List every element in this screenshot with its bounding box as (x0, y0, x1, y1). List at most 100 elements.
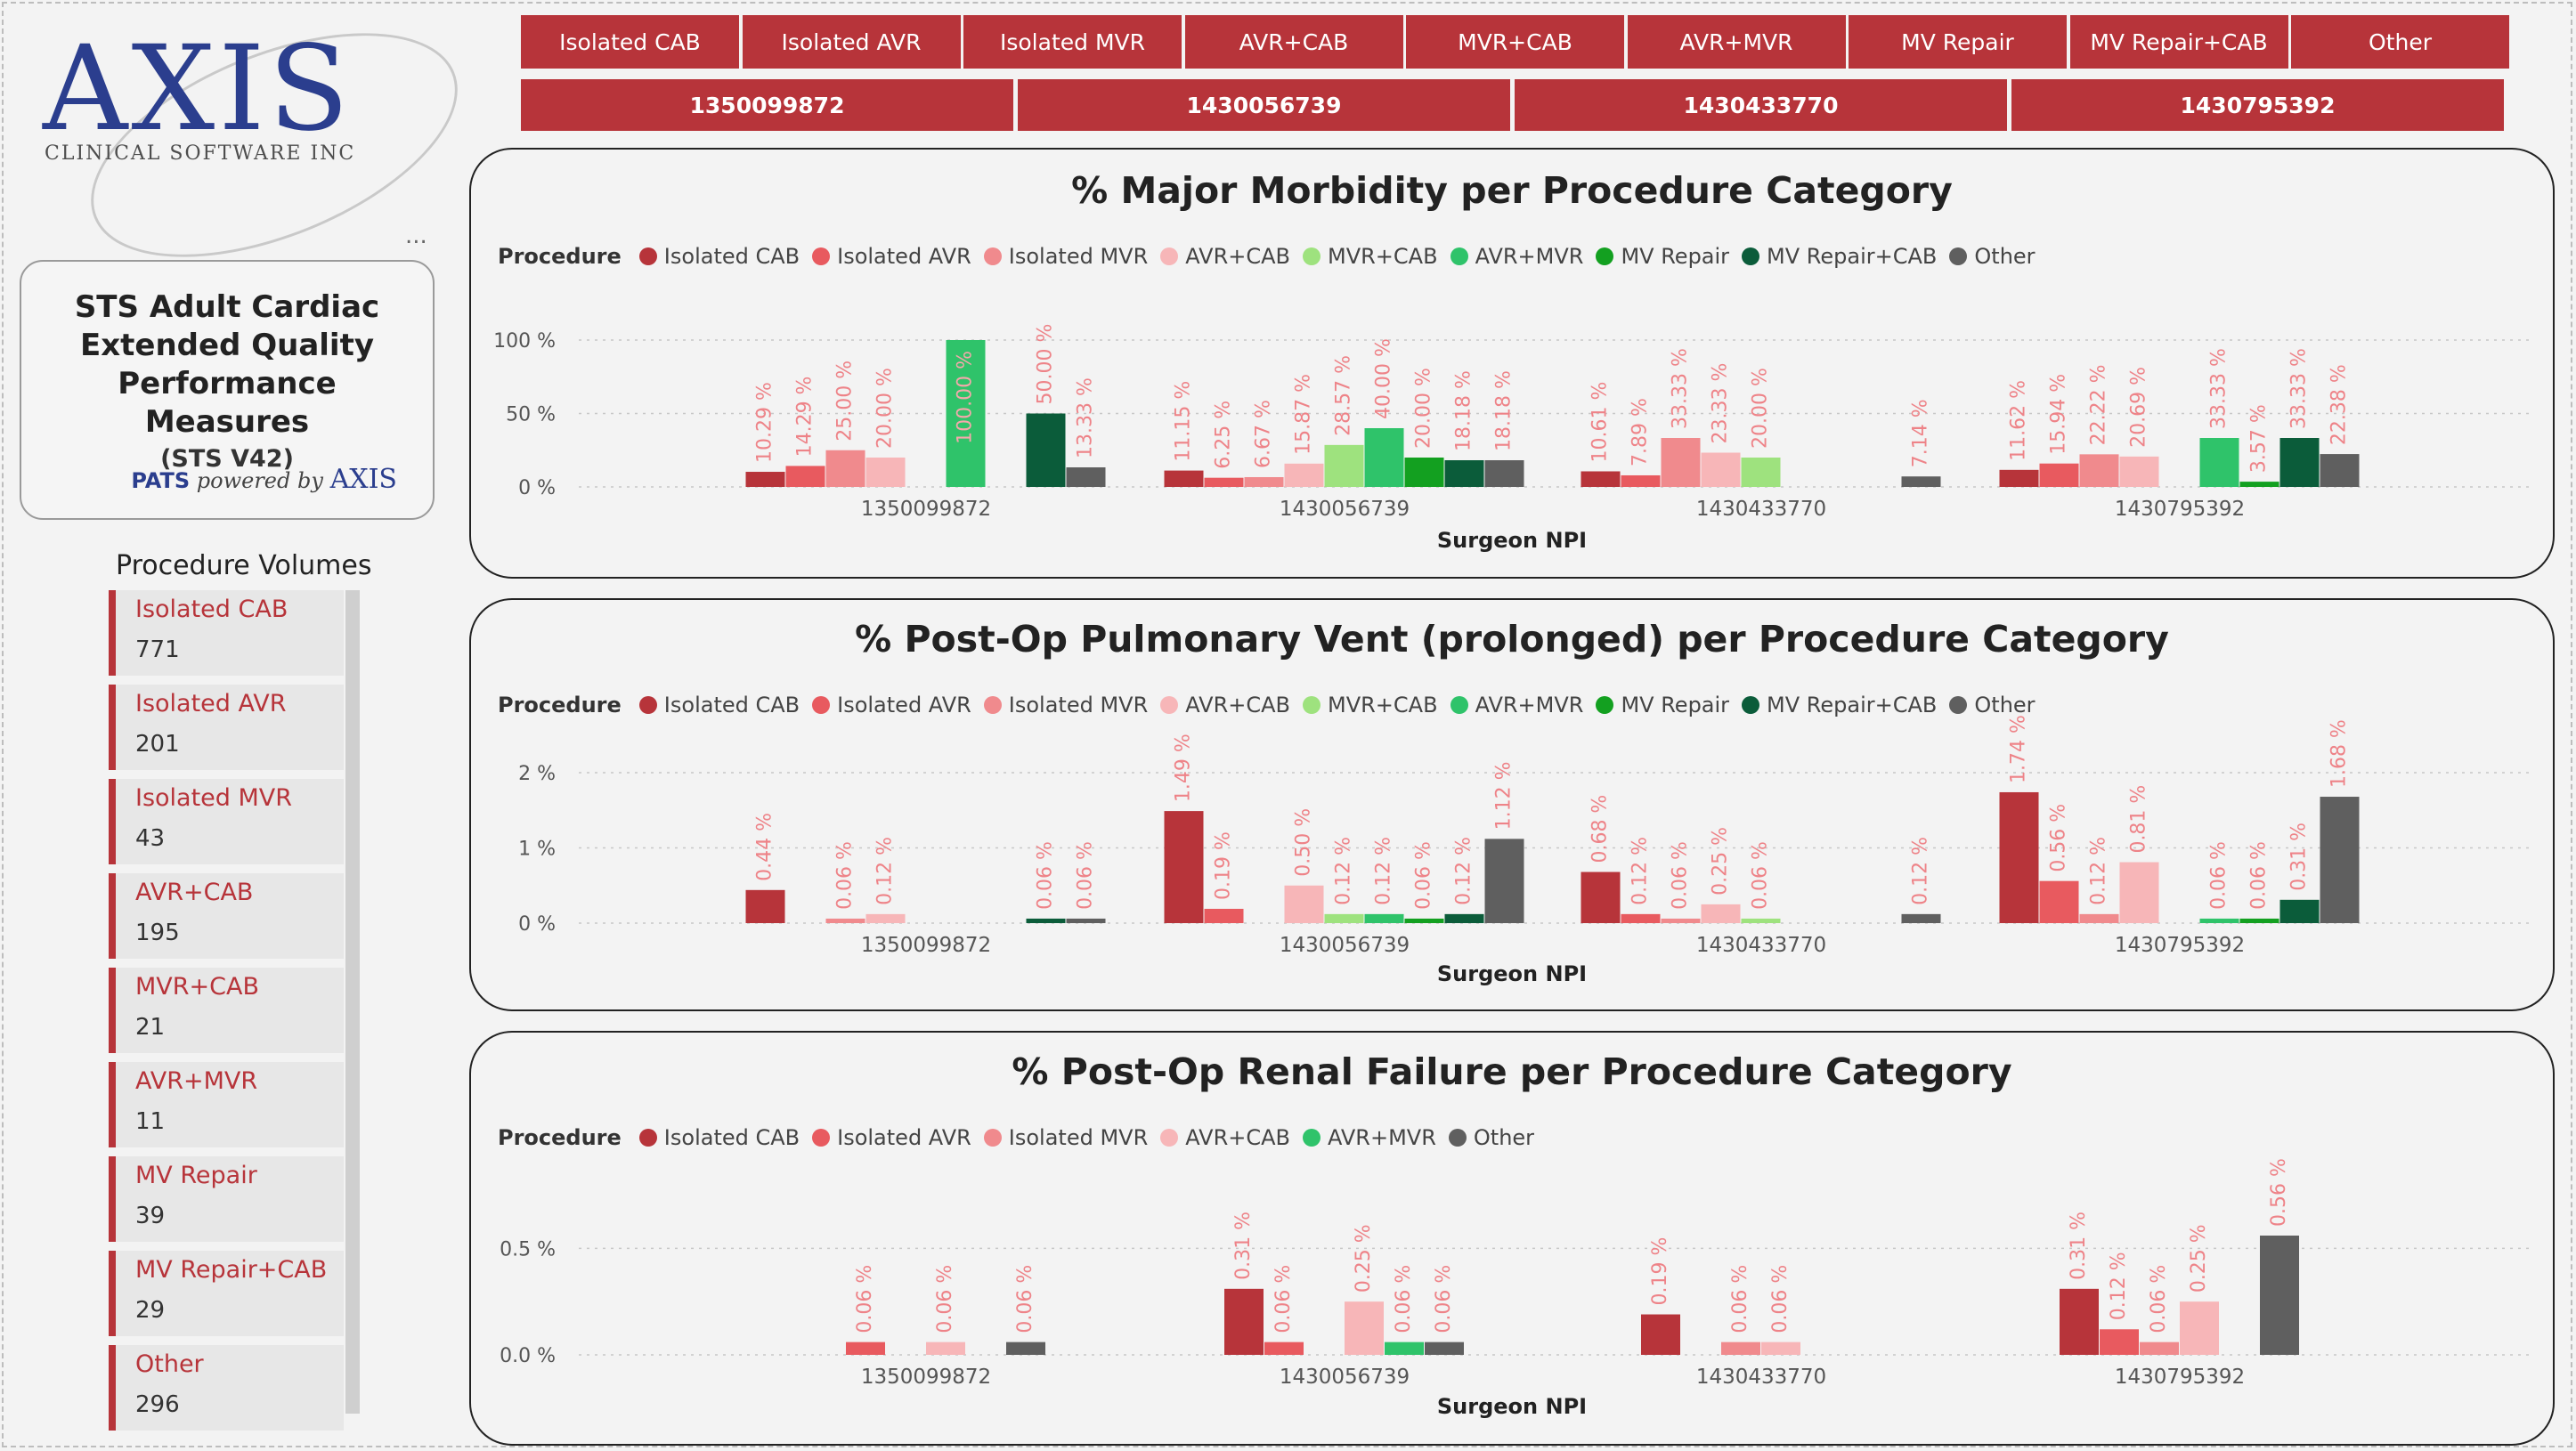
legend-item[interactable]: Isolated AVR (812, 244, 971, 269)
bar[interactable] (2039, 880, 2079, 923)
bar[interactable] (1721, 1342, 1760, 1355)
procedure-filter-button[interactable]: AVR+MVR (1627, 15, 1846, 69)
legend-item[interactable]: Isolated MVR (983, 244, 1148, 269)
bar[interactable] (2039, 463, 2079, 487)
bar[interactable] (1204, 908, 1244, 923)
bar[interactable] (1444, 460, 1484, 487)
bar[interactable] (1164, 811, 1204, 923)
bar[interactable] (1066, 918, 1106, 923)
legend-item[interactable]: AVR+CAB (1160, 1125, 1290, 1150)
bar[interactable] (1661, 918, 1701, 923)
legend-item[interactable]: MV Repair (1596, 244, 1729, 269)
procedure-filter-button[interactable]: MV Repair+CAB (2069, 15, 2288, 69)
bar[interactable] (2079, 913, 2119, 923)
volume-item[interactable]: Isolated AVR 201 (109, 685, 344, 770)
legend-item[interactable]: Isolated MVR (983, 1125, 1148, 1150)
legend-item[interactable]: MV Repair (1596, 693, 1729, 717)
bar[interactable] (1404, 458, 1444, 487)
more-options-icon[interactable]: ... (405, 223, 427, 249)
bar[interactable] (825, 450, 865, 487)
bar[interactable] (2260, 1236, 2299, 1355)
bar[interactable] (1999, 791, 2039, 923)
bar[interactable] (1385, 1342, 1424, 1355)
bar[interactable] (926, 1342, 965, 1355)
bar[interactable] (2199, 918, 2239, 923)
bar[interactable] (2119, 862, 2159, 923)
bar[interactable] (865, 913, 906, 923)
npi-filter-button[interactable]: 1430056739 (1018, 79, 1510, 131)
bar[interactable] (2180, 1301, 2219, 1355)
bar[interactable] (1761, 1342, 1800, 1355)
bar[interactable] (1621, 474, 1661, 487)
volumes-scrollbar[interactable] (345, 590, 360, 1414)
bar[interactable] (1006, 1342, 1045, 1355)
legend-item[interactable]: AVR+CAB (1160, 244, 1290, 269)
bar[interactable] (2239, 918, 2279, 923)
bar[interactable] (1324, 913, 1364, 923)
bar[interactable] (2140, 1342, 2179, 1355)
bar[interactable] (865, 458, 906, 487)
legend-item[interactable]: Isolated CAB (638, 1125, 800, 1150)
bar[interactable] (1901, 476, 1941, 487)
bar[interactable] (1364, 428, 1404, 487)
bar[interactable] (1345, 1301, 1384, 1355)
bar[interactable] (1701, 452, 1741, 487)
volume-item[interactable]: Other 296 (109, 1345, 344, 1431)
bar[interactable] (1204, 477, 1244, 487)
volume-item[interactable]: Isolated CAB 771 (109, 590, 344, 676)
bar[interactable] (2079, 454, 2119, 487)
bar[interactable] (2320, 454, 2360, 487)
bar[interactable] (2239, 482, 2279, 487)
legend-item[interactable]: Isolated AVR (812, 693, 971, 717)
bar[interactable] (1484, 460, 1524, 487)
bar[interactable] (1901, 913, 1941, 923)
npi-filter-button[interactable]: 1430433770 (1515, 79, 2007, 131)
bar[interactable] (1701, 904, 1741, 923)
legend-item[interactable]: MVR+CAB (1303, 693, 1438, 717)
legend-item[interactable]: Isolated AVR (812, 1125, 971, 1150)
legend-item[interactable]: Other (1949, 693, 2036, 717)
procedure-filter-button[interactable]: Other (2291, 15, 2509, 69)
procedure-volumes-list[interactable]: Isolated CAB 771 Isolated AVR 201 Isolated M… (109, 590, 360, 1431)
legend-item[interactable]: MV Repair+CAB (1742, 244, 1937, 269)
bar[interactable] (1244, 476, 1284, 487)
volume-item[interactable]: AVR+CAB 195 (109, 873, 344, 959)
bar[interactable] (1324, 444, 1364, 487)
volume-item[interactable]: MV Repair 39 (109, 1156, 344, 1242)
bar[interactable] (1661, 438, 1701, 487)
legend-item[interactable]: AVR+CAB (1160, 693, 1290, 717)
npi-filter-button[interactable]: 1430795392 (2011, 79, 2504, 131)
bar[interactable] (1066, 467, 1106, 487)
bar[interactable] (1284, 463, 1324, 487)
bar[interactable] (2119, 456, 2159, 487)
legend-item[interactable]: Other (1949, 244, 2036, 269)
legend-item[interactable]: MV Repair+CAB (1742, 693, 1937, 717)
bar[interactable] (745, 472, 785, 487)
procedure-filter-button[interactable]: MVR+CAB (1406, 15, 1624, 69)
bar[interactable] (1264, 1342, 1304, 1355)
volume-item[interactable]: AVR+MVR 11 (109, 1062, 344, 1147)
npi-filter-button[interactable]: 1350099872 (521, 79, 1013, 131)
bar[interactable] (1741, 458, 1781, 487)
bar[interactable] (2279, 899, 2320, 923)
bar[interactable] (1641, 1314, 1680, 1355)
bar[interactable] (1404, 918, 1444, 923)
legend-item[interactable]: AVR+MVR (1303, 1125, 1436, 1150)
procedure-filter-button[interactable]: Isolated AVR (742, 15, 961, 69)
legend-item[interactable]: Isolated CAB (638, 693, 800, 717)
bar[interactable] (745, 889, 785, 923)
bar[interactable] (1026, 413, 1066, 488)
legend-item[interactable]: AVR+MVR (1450, 693, 1583, 717)
legend-item[interactable]: AVR+MVR (1450, 244, 1583, 269)
bar[interactable] (1364, 913, 1404, 923)
bar[interactable] (825, 918, 865, 923)
legend-item[interactable]: MVR+CAB (1303, 244, 1438, 269)
volume-item[interactable]: Isolated MVR 43 (109, 779, 344, 864)
bar[interactable] (2279, 438, 2320, 487)
legend-item[interactable]: Other (1448, 1125, 1534, 1150)
bar[interactable] (1741, 918, 1781, 923)
bar[interactable] (2199, 438, 2239, 487)
bar[interactable] (1999, 469, 2039, 487)
bar[interactable] (1444, 913, 1484, 923)
bar[interactable] (846, 1342, 885, 1355)
